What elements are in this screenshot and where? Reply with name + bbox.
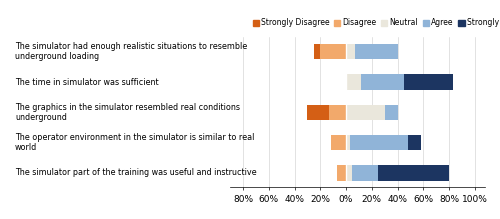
Bar (404, 74, 453, 90)
Bar (337, 165, 346, 180)
Bar (384, 105, 398, 120)
Bar (408, 135, 420, 150)
Bar (330, 135, 346, 150)
Bar (314, 44, 320, 59)
Bar (330, 105, 346, 120)
Bar (378, 165, 449, 180)
Bar (346, 165, 352, 180)
Bar (308, 105, 330, 120)
Bar (350, 135, 408, 150)
Bar (352, 165, 378, 180)
Bar (320, 44, 346, 59)
Bar (355, 44, 398, 59)
Bar (346, 44, 355, 59)
Bar (346, 105, 385, 120)
Bar (362, 74, 404, 90)
Legend: Strongly Disagree, Disagree, Neutral, Agree, Strongly Agree: Strongly Disagree, Disagree, Neutral, Ag… (250, 15, 500, 30)
Bar (346, 74, 362, 90)
Bar (346, 135, 350, 150)
